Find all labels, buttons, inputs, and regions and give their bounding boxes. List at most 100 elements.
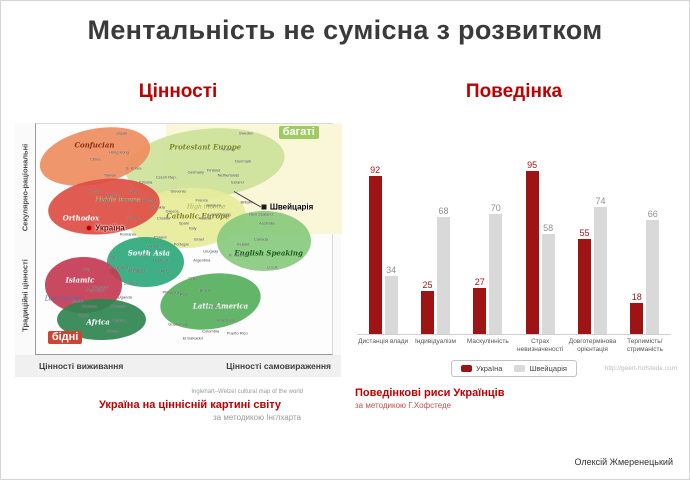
country-label: Russia bbox=[89, 188, 102, 194]
cultural-map: Секулярно-раціональні Традиційні цінност… bbox=[15, 117, 342, 377]
bar-rect bbox=[541, 234, 555, 334]
values-caption-title: Україна на ціннісній картині світу bbox=[98, 399, 282, 411]
bar-value: 70 bbox=[490, 203, 501, 213]
region-label: Protestant Europe bbox=[169, 142, 242, 152]
country-label: Portugal bbox=[173, 241, 189, 247]
country-label: Japan bbox=[116, 130, 128, 136]
country-label: Brazil bbox=[199, 287, 210, 293]
bar-col-ukraine: 18 bbox=[630, 292, 644, 334]
region-label: Orthodox bbox=[62, 213, 100, 223]
country-label: Norway bbox=[221, 146, 236, 152]
bar-col-ukraine: 95 bbox=[525, 160, 539, 334]
country-label: El Salvador bbox=[182, 335, 204, 341]
country-label: Belarus bbox=[106, 192, 120, 198]
point-ukraine bbox=[86, 225, 92, 230]
country-label: Turkey bbox=[130, 266, 143, 272]
country-label: Pakistan bbox=[93, 284, 109, 290]
country-label: Thailand bbox=[152, 257, 168, 263]
bar-col-switzerland: 68 bbox=[436, 206, 450, 334]
income-label: Middle income bbox=[95, 196, 141, 204]
bar-value: 55 bbox=[579, 228, 590, 238]
bar-category-label: Терпимість/ стриманість bbox=[626, 338, 663, 354]
country-label: Poland bbox=[154, 234, 167, 240]
map-y-axis-bottom-label: Традиційні цінності bbox=[20, 259, 30, 332]
country-label: U.S.A. bbox=[267, 264, 279, 270]
bar-value: 66 bbox=[647, 209, 658, 219]
values-heading: Цінності bbox=[138, 81, 218, 102]
bar-rect bbox=[420, 291, 434, 334]
country-label: Jordan bbox=[71, 298, 84, 304]
bar-rect bbox=[525, 171, 539, 334]
country-label: Lithuania bbox=[119, 197, 136, 203]
country-label: Hong Kong bbox=[108, 149, 129, 155]
bar-group: 92 34 bbox=[357, 165, 409, 334]
country-label: Finland bbox=[207, 167, 221, 173]
legend-label: Швейцарія bbox=[529, 364, 567, 374]
region-label: Latin America bbox=[192, 301, 249, 311]
country-label: Bulgaria bbox=[96, 197, 112, 203]
bar-value: 95 bbox=[527, 160, 538, 170]
bar-col-switzerland: 66 bbox=[646, 209, 660, 334]
country-label: Moldova bbox=[111, 225, 127, 230]
country-label: Ireland bbox=[237, 241, 250, 247]
country-label: Nigeria bbox=[112, 317, 126, 322]
bar-col-ukraine: 55 bbox=[577, 228, 591, 334]
country-label: Estonia bbox=[138, 179, 153, 184]
bar-group: 18 66 bbox=[619, 209, 671, 334]
bar-rect bbox=[646, 220, 660, 334]
country-label: China bbox=[89, 156, 101, 161]
country-label: Morocco bbox=[81, 303, 97, 309]
bar-rect bbox=[473, 288, 487, 334]
bar-category-row: Дистанція влади Індивідуалізм Маскулінніст… bbox=[357, 338, 671, 354]
bar-col-ukraine: 27 bbox=[473, 277, 487, 334]
bar-value: 25 bbox=[422, 280, 433, 290]
region-label: South Asia bbox=[127, 248, 170, 258]
legend-item: Швейцарія bbox=[514, 364, 567, 373]
behavior-heading: Поведінка bbox=[465, 81, 563, 102]
country-label: Iran bbox=[109, 254, 117, 260]
bar-category-label: Дистанція влади bbox=[358, 338, 409, 345]
behavior-caption-sub: за методикою Г.Хофстеде bbox=[355, 401, 452, 411]
bar-category-label: Довготермінова орієнтація bbox=[568, 338, 617, 354]
map-x-axis-left-label: Цінності виживання bbox=[39, 361, 124, 371]
country-label: Zambia bbox=[124, 280, 138, 286]
country-label: Zimbabwe bbox=[85, 287, 105, 293]
zone-label-rich: багаті bbox=[278, 126, 319, 140]
legend-item: Україна bbox=[461, 364, 502, 373]
country-label: Britain bbox=[240, 199, 252, 205]
country-label: Sweden bbox=[238, 130, 254, 136]
country-label: Bangladesh bbox=[108, 264, 130, 270]
country-label: Canada bbox=[253, 236, 268, 242]
income-label: Low Income bbox=[44, 295, 82, 303]
country-label: Tanzania bbox=[110, 303, 127, 309]
region-label: Confucian bbox=[74, 140, 115, 150]
region-label: English Speaking bbox=[234, 248, 303, 258]
country-label: Argentina bbox=[193, 257, 211, 263]
point-switzerland bbox=[261, 204, 267, 210]
bar-col-switzerland: 70 bbox=[489, 203, 503, 334]
country-label: Iceland bbox=[230, 179, 244, 184]
country-label: Egypt bbox=[78, 312, 89, 318]
region-blob bbox=[216, 211, 312, 272]
country-label: Netherlands bbox=[217, 172, 240, 178]
bar-value: 27 bbox=[474, 277, 485, 287]
country-label: Spain bbox=[178, 220, 190, 226]
zone-label-poor: бідні bbox=[47, 331, 83, 344]
bar-group: 27 70 bbox=[462, 203, 514, 334]
country-label: Greece bbox=[165, 208, 179, 214]
country-label: New Zealand bbox=[249, 211, 273, 217]
bar-col-switzerland: 58 bbox=[541, 223, 555, 334]
bar-value: 34 bbox=[386, 265, 397, 275]
map-x-axis: Цінності виживання Цінності самовираженн… bbox=[15, 355, 341, 377]
bar-category-label: Індивідуалізм bbox=[414, 338, 456, 345]
region-label: Islamic bbox=[65, 275, 95, 285]
country-label: Latvia bbox=[128, 188, 140, 194]
country-label: Czech Rep. bbox=[155, 174, 177, 180]
country-label: Peru bbox=[179, 291, 189, 297]
country-label: N. Ireland bbox=[228, 252, 246, 258]
country-label: Uruguay bbox=[203, 248, 219, 253]
bar-rect bbox=[489, 214, 503, 334]
bar-value: 58 bbox=[543, 223, 554, 233]
bar-group: 95 58 bbox=[514, 160, 566, 334]
country-label: Guatemala bbox=[168, 321, 188, 327]
